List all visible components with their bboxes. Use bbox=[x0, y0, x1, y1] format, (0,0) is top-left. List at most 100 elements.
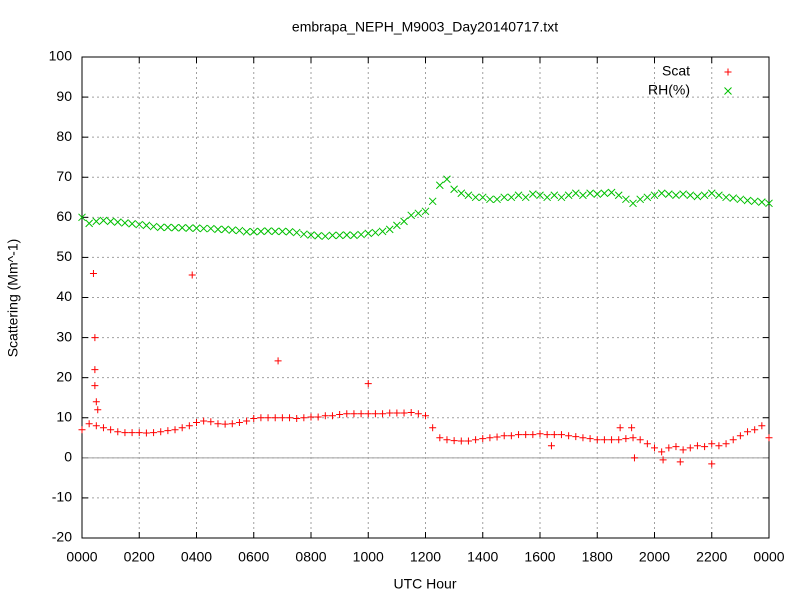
data-point bbox=[686, 444, 694, 452]
x-tick-label: 0000 bbox=[753, 549, 784, 565]
data-point bbox=[242, 227, 251, 236]
data-point bbox=[672, 443, 680, 451]
data-point bbox=[664, 190, 673, 198]
data-point bbox=[257, 414, 265, 422]
data-point bbox=[178, 223, 187, 232]
data-point bbox=[121, 219, 129, 227]
data-point bbox=[622, 435, 630, 443]
data-point bbox=[765, 434, 773, 442]
data-point bbox=[328, 412, 336, 420]
data-point bbox=[722, 193, 730, 202]
data-point bbox=[457, 437, 465, 445]
data-point bbox=[207, 418, 215, 426]
data-point bbox=[92, 398, 100, 406]
y-tick-label: 0 bbox=[64, 449, 72, 465]
data-point bbox=[78, 213, 86, 222]
data-point bbox=[278, 227, 287, 236]
data-point bbox=[178, 424, 186, 432]
y-tick-label: 10 bbox=[56, 408, 72, 424]
data-point bbox=[579, 191, 587, 200]
data-point bbox=[478, 193, 487, 202]
data-point bbox=[522, 431, 530, 439]
data-point bbox=[557, 431, 565, 439]
data-point bbox=[400, 409, 408, 417]
data-point bbox=[751, 426, 759, 434]
data-point bbox=[91, 382, 99, 390]
x-tick-label: 2200 bbox=[696, 549, 727, 565]
data-point bbox=[428, 197, 437, 206]
y-tick-label: 90 bbox=[56, 88, 72, 104]
data-point bbox=[386, 409, 394, 417]
data-point bbox=[364, 380, 372, 388]
data-point bbox=[486, 434, 494, 442]
data-point bbox=[471, 193, 480, 202]
data-point bbox=[299, 230, 308, 239]
data-point bbox=[715, 191, 723, 200]
data-point bbox=[593, 436, 601, 444]
data-point bbox=[536, 430, 544, 438]
data-point bbox=[757, 198, 766, 206]
data-point bbox=[715, 442, 723, 450]
data-point bbox=[285, 227, 294, 236]
data-point bbox=[547, 442, 555, 450]
data-point bbox=[729, 436, 737, 444]
data-point bbox=[307, 413, 315, 421]
data-point bbox=[135, 220, 144, 229]
data-point bbox=[565, 432, 573, 440]
data-point bbox=[107, 426, 115, 434]
data-point bbox=[486, 195, 494, 204]
y-tick-label: 100 bbox=[49, 48, 73, 64]
data-point bbox=[335, 231, 344, 240]
data-point bbox=[414, 209, 423, 218]
data-point bbox=[371, 228, 380, 237]
x-tick-label: 0200 bbox=[124, 549, 155, 565]
data-point bbox=[214, 225, 222, 234]
data-point bbox=[479, 435, 487, 443]
data-point bbox=[443, 175, 451, 184]
data-point bbox=[221, 225, 229, 234]
data-point bbox=[550, 431, 558, 439]
data-point bbox=[171, 223, 179, 232]
data-point bbox=[249, 227, 258, 236]
data-point bbox=[543, 431, 551, 439]
data-point bbox=[157, 428, 165, 436]
data-point bbox=[264, 227, 272, 235]
data-point bbox=[679, 446, 687, 454]
data-point bbox=[659, 456, 667, 464]
data-point bbox=[200, 417, 208, 425]
x-tick-label: 1200 bbox=[410, 549, 441, 565]
data-point bbox=[628, 424, 636, 432]
data-point bbox=[128, 219, 136, 228]
data-point bbox=[188, 271, 196, 279]
data-point bbox=[736, 432, 744, 440]
data-point bbox=[450, 185, 458, 194]
data-point bbox=[457, 189, 466, 198]
data-point bbox=[622, 195, 630, 204]
data-point bbox=[693, 192, 702, 201]
data-point bbox=[357, 230, 365, 239]
data-point bbox=[114, 428, 122, 436]
data-point bbox=[99, 424, 107, 432]
data-point bbox=[336, 411, 344, 419]
data-point bbox=[142, 221, 151, 230]
data-point bbox=[564, 191, 573, 200]
data-point bbox=[221, 420, 229, 428]
data-point bbox=[758, 422, 766, 430]
data-point bbox=[199, 224, 208, 233]
data-point bbox=[586, 435, 594, 443]
data-point bbox=[407, 409, 415, 417]
data-point bbox=[371, 410, 379, 418]
data-point bbox=[385, 225, 394, 234]
data-point bbox=[89, 269, 97, 277]
y-tick-label: 40 bbox=[56, 288, 72, 304]
data-point bbox=[643, 440, 651, 448]
data-point bbox=[106, 217, 115, 226]
data-point bbox=[91, 366, 99, 374]
y-axis-label: Scattering (Mm^-1) bbox=[5, 239, 21, 358]
data-point bbox=[128, 429, 136, 437]
data-point bbox=[528, 190, 537, 198]
data-point bbox=[342, 231, 351, 239]
data-point bbox=[228, 420, 236, 428]
data-point bbox=[557, 193, 566, 202]
